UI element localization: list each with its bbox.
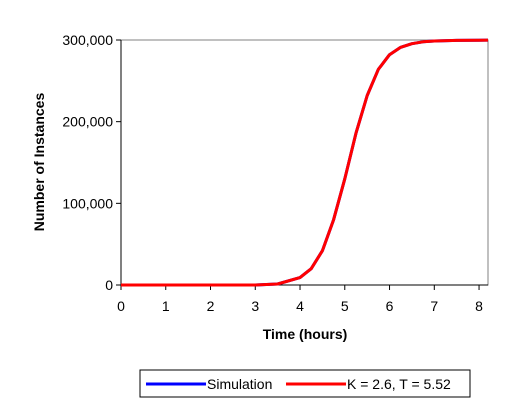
y-ticks: 0 100,000 200,000 300,000: [62, 32, 121, 293]
x-tick-label: 4: [296, 298, 304, 314]
y-tick-label: 200,000: [62, 114, 113, 130]
x-tick-label: 0: [117, 298, 125, 314]
x-tick-label: 1: [162, 298, 170, 314]
x-tick-label: 3: [251, 298, 259, 314]
y-axis-title: Number of Instances: [31, 93, 47, 232]
x-tick-label: 8: [475, 298, 483, 314]
series-layer: [121, 38, 489, 287]
x-tick-label: 2: [207, 298, 215, 314]
y-tick-label: 300,000: [62, 32, 113, 48]
y-tick-label: 0: [105, 277, 113, 293]
x-tick-label: 5: [341, 298, 349, 314]
x-tick-label: 6: [386, 298, 394, 314]
x-tick-label: 7: [430, 298, 438, 314]
plot-area: [120, 39, 489, 286]
x-axis-title: Time (hours): [263, 326, 348, 342]
legend: Simulation K = 2.6, T = 5.52: [139, 369, 471, 398]
legend-label-fit: K = 2.6, T = 5.52: [347, 376, 451, 392]
y-tick-label: 100,000: [62, 195, 113, 211]
series-line-1: [121, 38, 489, 287]
legend-label-simulation: Simulation: [207, 376, 272, 392]
x-ticks: 0 1 2 3 4 5 6 7 8: [117, 285, 483, 314]
